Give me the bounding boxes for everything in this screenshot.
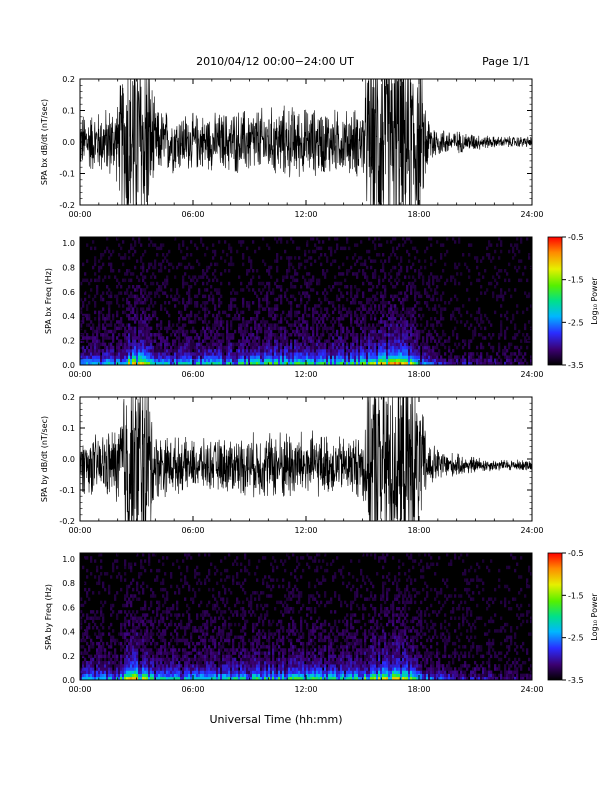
- colorbar-tick-label: -2.5: [568, 634, 584, 643]
- panel-2: 00:00 06:00 12:00 18:00 24:00 1.0 0.8 0.6 0.4 0.2…: [44, 236, 544, 379]
- header-title: 2010/04/12 00:00−24:00 UT: [196, 55, 354, 68]
- header-page: Page 1/1: [482, 55, 530, 68]
- y-tick-label: 0.4: [62, 628, 75, 637]
- x-tick-label: 18:00: [407, 370, 430, 379]
- panel-1-ylabel: SPA bx dB/dt (nT/sec): [40, 99, 49, 185]
- x-tick-label: 12:00: [294, 685, 317, 694]
- colorbar-1-gradient: [547, 236, 563, 366]
- y-tick-label: 0.0: [62, 455, 75, 464]
- panel-1-trace: [80, 79, 532, 205]
- y-tick-label: 0.8: [62, 579, 75, 588]
- panel-4-ticks: 00:00 06:00 12:00 18:00 24:00 1.0 0.8 0.6 0.4 0.2…: [62, 552, 544, 694]
- panel-2-ylabel: SPA bx Freq (Hz): [44, 268, 53, 334]
- colorbar-tick-label: -0.5: [568, 233, 584, 242]
- x-tick-label: 00:00: [68, 526, 91, 535]
- y-tick-label: 0.8: [62, 263, 75, 272]
- x-tick-label: 24:00: [520, 210, 543, 219]
- panel-4-ylabel: SPA by Freq (Hz): [44, 584, 53, 650]
- trace-line: [80, 397, 532, 521]
- y-tick-label: -0.1: [59, 170, 75, 179]
- x-tick-label: 06:00: [181, 370, 204, 379]
- y-tick-label: 0.6: [62, 288, 75, 297]
- x-tick-label: 06:00: [181, 526, 204, 535]
- x-tick-label: 24:00: [520, 685, 543, 694]
- colorbar-2-gradient: [547, 552, 563, 681]
- x-tick-label: 12:00: [294, 526, 317, 535]
- y-tick-label: -0.1: [59, 486, 75, 495]
- colorbar-tick-label: -3.5: [568, 676, 584, 685]
- colorbar-1-ticks: -0.5 -1.5 -2.5 -3.5: [562, 233, 584, 370]
- y-tick-label: 0.2: [62, 652, 75, 661]
- panel-3: 00:00 06:00 12:00 18:00 24:00 0.2 0.1 0.0 -0.1 -0…: [40, 393, 544, 535]
- y-tick-label: 0.1: [62, 424, 75, 433]
- colorbar-1: -0.5 -1.5 -2.5 -3.5 Log₁₀ Power: [547, 233, 599, 370]
- y-tick-label: -0.2: [59, 517, 75, 526]
- y-tick-label: 1.0: [62, 555, 75, 564]
- x-tick-label: 00:00: [68, 370, 91, 379]
- y-tick-label: 0.4: [62, 312, 75, 321]
- x-tick-label: 06:00: [181, 685, 204, 694]
- panel-1-ticks: 00:00 06:00 12:00 18:00 24:00 0.2 0.1 0.0 -0.1 -0…: [59, 75, 543, 219]
- colorbar-tick-label: -3.5: [568, 361, 584, 370]
- x-tick-label: 12:00: [294, 370, 317, 379]
- panel-3-ylabel: SPA by dB/dt (nT/sec): [40, 416, 49, 502]
- y-tick-label: 0.2: [62, 337, 75, 346]
- x-tick-label: 00:00: [68, 210, 91, 219]
- y-tick-label: 0.0: [62, 138, 75, 147]
- x-tick-label: 24:00: [520, 526, 543, 535]
- x-tick-label: 18:00: [407, 685, 430, 694]
- colorbar-2: -0.5 -1.5 -2.5 -3.5 Log₁₀ Power: [547, 549, 599, 685]
- y-tick-label: 0.0: [62, 676, 75, 685]
- colorbar-1-label: Log₁₀ Power: [590, 277, 599, 325]
- panel-4: 00:00 06:00 12:00 18:00 24:00 1.0 0.8 0.6 0.4 0.2…: [44, 552, 544, 694]
- x-tick-label: 12:00: [294, 210, 317, 219]
- y-tick-label: -0.2: [59, 201, 75, 210]
- colorbar-tick-label: -1.5: [568, 591, 584, 600]
- trace-line: [80, 79, 532, 205]
- y-tick-label: 0.1: [62, 107, 75, 116]
- colorbar-tick-label: -2.5: [568, 318, 584, 327]
- panel-1: 00:00 06:00 12:00 18:00 24:00 0.2 0.1 0.0 -0.1 -0…: [40, 75, 544, 219]
- panel-3-trace: [80, 397, 532, 521]
- y-tick-label: 0.0: [62, 361, 75, 370]
- x-tick-label: 18:00: [407, 526, 430, 535]
- y-tick-label: 1.0: [62, 239, 75, 248]
- panel-4-spectrogram: [80, 553, 533, 681]
- x-tick-label: 24:00: [520, 370, 543, 379]
- y-tick-label: 0.2: [62, 75, 75, 84]
- panel-3-ticks: 00:00 06:00 12:00 18:00 24:00 0.2 0.1 0.0 -0.1 -0…: [59, 393, 543, 535]
- y-tick-label: 0.6: [62, 603, 75, 612]
- colorbar-tick-label: -1.5: [568, 276, 584, 285]
- colorbar-tick-label: -0.5: [568, 549, 584, 558]
- x-tick-label: 18:00: [407, 210, 430, 219]
- colorbar-2-ticks: -0.5 -1.5 -2.5 -3.5: [562, 549, 584, 685]
- x-axis-title: Universal Time (hh:mm): [210, 713, 343, 726]
- x-tick-label: 06:00: [181, 210, 204, 219]
- colorbar-2-label: Log₁₀ Power: [590, 593, 599, 641]
- panel-2-ticks: 00:00 06:00 12:00 18:00 24:00 1.0 0.8 0.6 0.4 0.2…: [62, 236, 544, 379]
- panel-2-spectrogram: [80, 237, 533, 366]
- y-tick-label: 0.2: [62, 393, 75, 402]
- x-tick-label: 00:00: [68, 685, 91, 694]
